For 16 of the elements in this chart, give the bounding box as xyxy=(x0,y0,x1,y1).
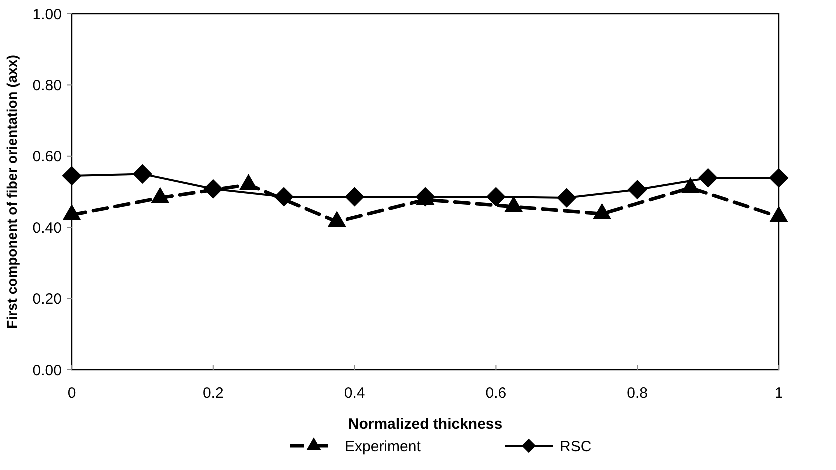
x-axis-title: Normalized thickness xyxy=(348,416,503,433)
x-tick-label: 0.8 xyxy=(627,385,648,402)
y-tick-label: 0.60 xyxy=(32,148,62,166)
y-axis-title: First component of fiber orientation (axx) xyxy=(4,55,20,329)
y-tick-label: 1.00 xyxy=(32,6,62,24)
x-tick-label: 1 xyxy=(774,385,784,402)
y-tick-label: 0.20 xyxy=(32,291,62,308)
legend-label: Experiment xyxy=(345,438,422,456)
x-tick-label: 0 xyxy=(68,385,76,402)
y-tick-label: 0.00 xyxy=(32,362,62,380)
x-tick-label: 0.4 xyxy=(344,385,366,402)
x-tick-label: 0.6 xyxy=(486,385,507,402)
y-tick-label: 0.40 xyxy=(32,220,62,237)
legend-label: RSC xyxy=(560,438,592,456)
x-tick-label: 0.2 xyxy=(202,385,224,402)
y-tick-label: 0.80 xyxy=(32,77,62,94)
